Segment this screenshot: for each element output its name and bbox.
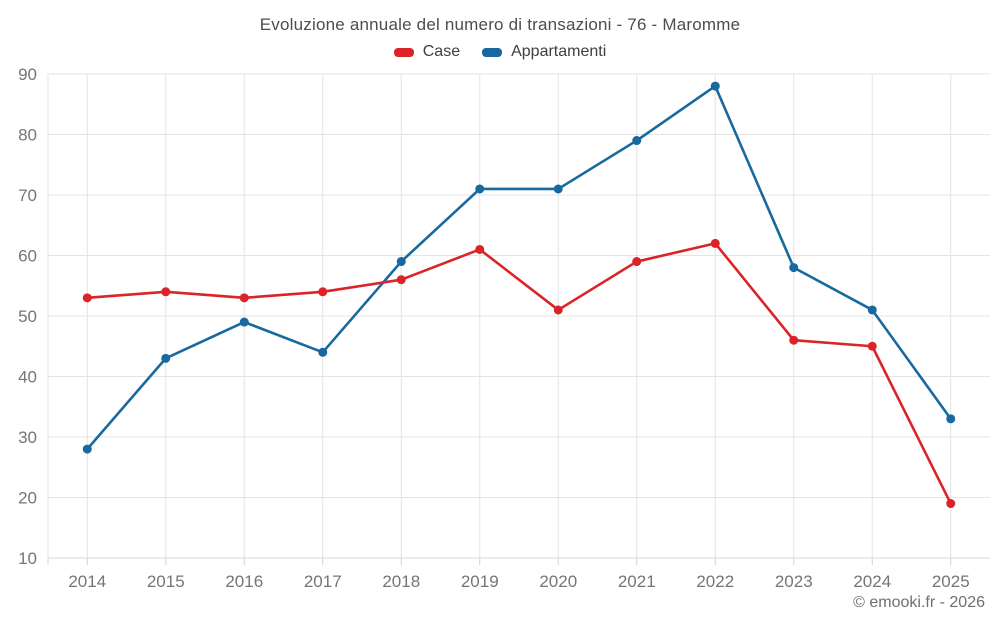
- x-tick-label-2024: 2024: [853, 572, 891, 591]
- y-tick-label-40: 40: [18, 368, 37, 387]
- y-tick-label-20: 20: [18, 489, 37, 508]
- x-tick-label-2020: 2020: [539, 572, 577, 591]
- x-tick-label-2014: 2014: [68, 572, 106, 591]
- data-point-appartamenti-2025[interactable]: [946, 414, 956, 424]
- data-point-case-2025[interactable]: [946, 499, 956, 509]
- data-point-appartamenti-2015[interactable]: [161, 353, 171, 363]
- data-point-case-2024[interactable]: [867, 341, 877, 351]
- data-point-case-2023[interactable]: [789, 335, 799, 345]
- data-point-appartamenti-2019[interactable]: [475, 184, 485, 194]
- x-tick-label-2019: 2019: [461, 572, 499, 591]
- data-point-case-2021[interactable]: [632, 257, 642, 267]
- data-point-appartamenti-2024[interactable]: [867, 305, 877, 315]
- y-tick-label-90: 90: [18, 65, 37, 84]
- data-point-appartamenti-2017[interactable]: [318, 347, 328, 357]
- y-tick-label-30: 30: [18, 428, 37, 447]
- data-point-case-2015[interactable]: [161, 287, 171, 297]
- copyright-text: © emooki.fr - 2026: [853, 594, 985, 611]
- data-point-appartamenti-2022[interactable]: [710, 81, 720, 91]
- legend-label-appartamenti: Appartamenti: [511, 43, 607, 60]
- data-point-case-2022[interactable]: [710, 238, 720, 248]
- legend-item-case[interactable]: Case: [393, 43, 461, 61]
- x-tick-label-2015: 2015: [147, 572, 185, 591]
- data-point-appartamenti-2016[interactable]: [239, 317, 249, 327]
- y-tick-label-50: 50: [18, 307, 37, 326]
- x-tick-label-2022: 2022: [696, 572, 734, 591]
- data-point-appartamenti-2018[interactable]: [396, 257, 406, 267]
- x-tick-label-2021: 2021: [618, 572, 656, 591]
- x-tick-label-2017: 2017: [304, 572, 342, 591]
- data-point-appartamenti-2021[interactable]: [632, 136, 642, 146]
- legend-swatch-case-icon: [393, 47, 414, 57]
- x-tick-label-2016: 2016: [225, 572, 263, 591]
- x-tick-label-2023: 2023: [775, 572, 813, 591]
- legend-swatch-appartamenti-icon: [482, 47, 503, 57]
- data-point-case-2019[interactable]: [475, 244, 485, 254]
- data-point-case-2018[interactable]: [396, 275, 406, 285]
- data-point-appartamenti-2023[interactable]: [789, 263, 799, 273]
- legend-label-case: Case: [422, 43, 461, 60]
- data-point-appartamenti-2020[interactable]: [553, 184, 563, 194]
- series-line-case: [85, 242, 953, 505]
- legend-item-appartamenti[interactable]: Appartamenti: [482, 43, 606, 61]
- x-tick-label-2025: 2025: [932, 572, 970, 591]
- y-tick-label-60: 60: [18, 247, 37, 266]
- data-point-case-2020[interactable]: [553, 305, 563, 315]
- y-tick-label-10: 10: [18, 549, 37, 568]
- data-point-case-2016[interactable]: [239, 293, 249, 303]
- y-tick-label-70: 70: [18, 186, 37, 205]
- data-point-case-2014[interactable]: [82, 293, 92, 303]
- series-line-appartamenti: [85, 84, 953, 451]
- data-point-case-2017[interactable]: [318, 287, 328, 297]
- x-tick-label-2018: 2018: [382, 572, 420, 591]
- y-tick-label-80: 80: [18, 126, 37, 145]
- data-point-appartamenti-2014[interactable]: [82, 444, 92, 454]
- chart-title: Evoluzione annuale del numero di transaz…: [259, 15, 741, 34]
- chart-legend: Case Appartamenti: [0, 43, 1000, 61]
